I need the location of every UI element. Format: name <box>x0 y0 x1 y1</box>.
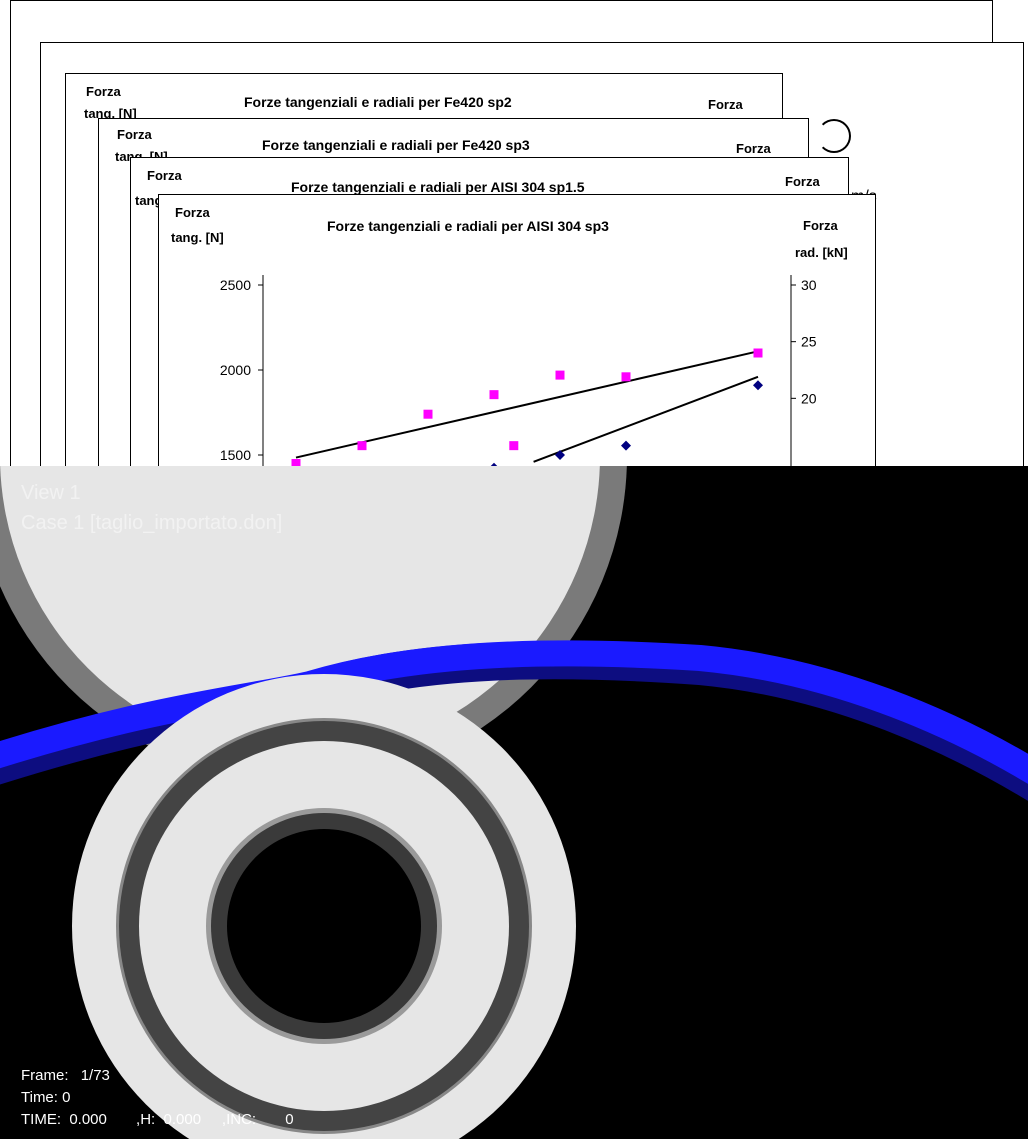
chart-left-label-1: Forza <box>175 205 210 220</box>
chart-title: Forze tangenziali e radiali per AISI 304… <box>327 218 609 234</box>
data-point-square <box>753 348 763 358</box>
data-point-square <box>509 441 519 451</box>
fe420-sp2-left-label-2: tang. [N] <box>84 106 137 121</box>
trendline <box>295 350 759 459</box>
lower-roll-bore <box>227 829 421 1023</box>
left-tick-label: 2000 <box>220 362 251 378</box>
data-point-diamond <box>621 440 631 451</box>
fe420-sp2-title: Forze tangenziali e radiali per Fe420 sp… <box>244 94 512 110</box>
aisi304-sp15-left-label-1: Forza <box>147 168 182 183</box>
fe420-sp3-title: Forze tangenziali e radiali per Fe420 sp… <box>262 137 530 153</box>
case-label: Case 1 [taglio_importato.don] <box>21 512 283 534</box>
time-label: Time: 0 <box>21 1089 71 1106</box>
data-point-square <box>555 370 565 380</box>
simulation-viewport[interactable]: View 1 Case 1 [taglio_importato.don] Fra… <box>0 466 1028 1139</box>
data-point-diamond <box>753 380 763 391</box>
strip <box>0 640 1028 784</box>
data-point-square <box>489 390 499 400</box>
view-label: View 1 <box>21 482 81 504</box>
fe420-sp3-right-label-1: Forza <box>736 141 771 156</box>
data-point-square <box>357 441 367 451</box>
frame-value: 1/73 <box>80 1067 110 1084</box>
right-tick-label: 20 <box>801 390 817 406</box>
right-tick-label: 25 <box>801 334 817 350</box>
chart-right-label-2: rad. [kN] <box>795 245 848 260</box>
right-tick-label: 30 <box>801 277 817 293</box>
aisi304-sp15-title: Forze tangenziali e radiali per AISI 304… <box>291 179 585 195</box>
sheet-aisi304-sp3: Forza tang. [N] Forze tangenziali e radi… <box>158 194 876 474</box>
data-point-square <box>621 372 631 382</box>
frame-label-text: Frame: <box>21 1067 69 1084</box>
time-status-line: TIME: 0.000 ,H: 0.000 ,INC: 0 <box>21 1111 294 1128</box>
data-point-diamond <box>555 450 565 460</box>
data-point-square <box>423 409 433 419</box>
data-point-square <box>291 459 301 468</box>
fe420-sp2-left-label-1: Forza <box>86 84 121 99</box>
chart-plot: 2500 2000 1500 30 25 20 <box>220 275 817 473</box>
left-tick-label: 2500 <box>220 277 251 293</box>
aisi304-sp15-right-label-1: Forza <box>785 174 820 189</box>
simulation-canvas <box>0 466 1028 1139</box>
left-tick-label: 1500 <box>220 447 251 463</box>
trendline <box>533 375 759 463</box>
frame-label: Frame: 1/73 <box>21 1067 110 1085</box>
sheet-second-partial-glyph <box>817 119 851 153</box>
chart-left-label-2: tang. [N] <box>171 230 224 245</box>
fe420-sp3-left-label-1: Forza <box>117 127 152 142</box>
fe420-sp2-right-label-1: Forza <box>708 97 743 112</box>
chart-right-label-1: Forza <box>803 218 838 233</box>
